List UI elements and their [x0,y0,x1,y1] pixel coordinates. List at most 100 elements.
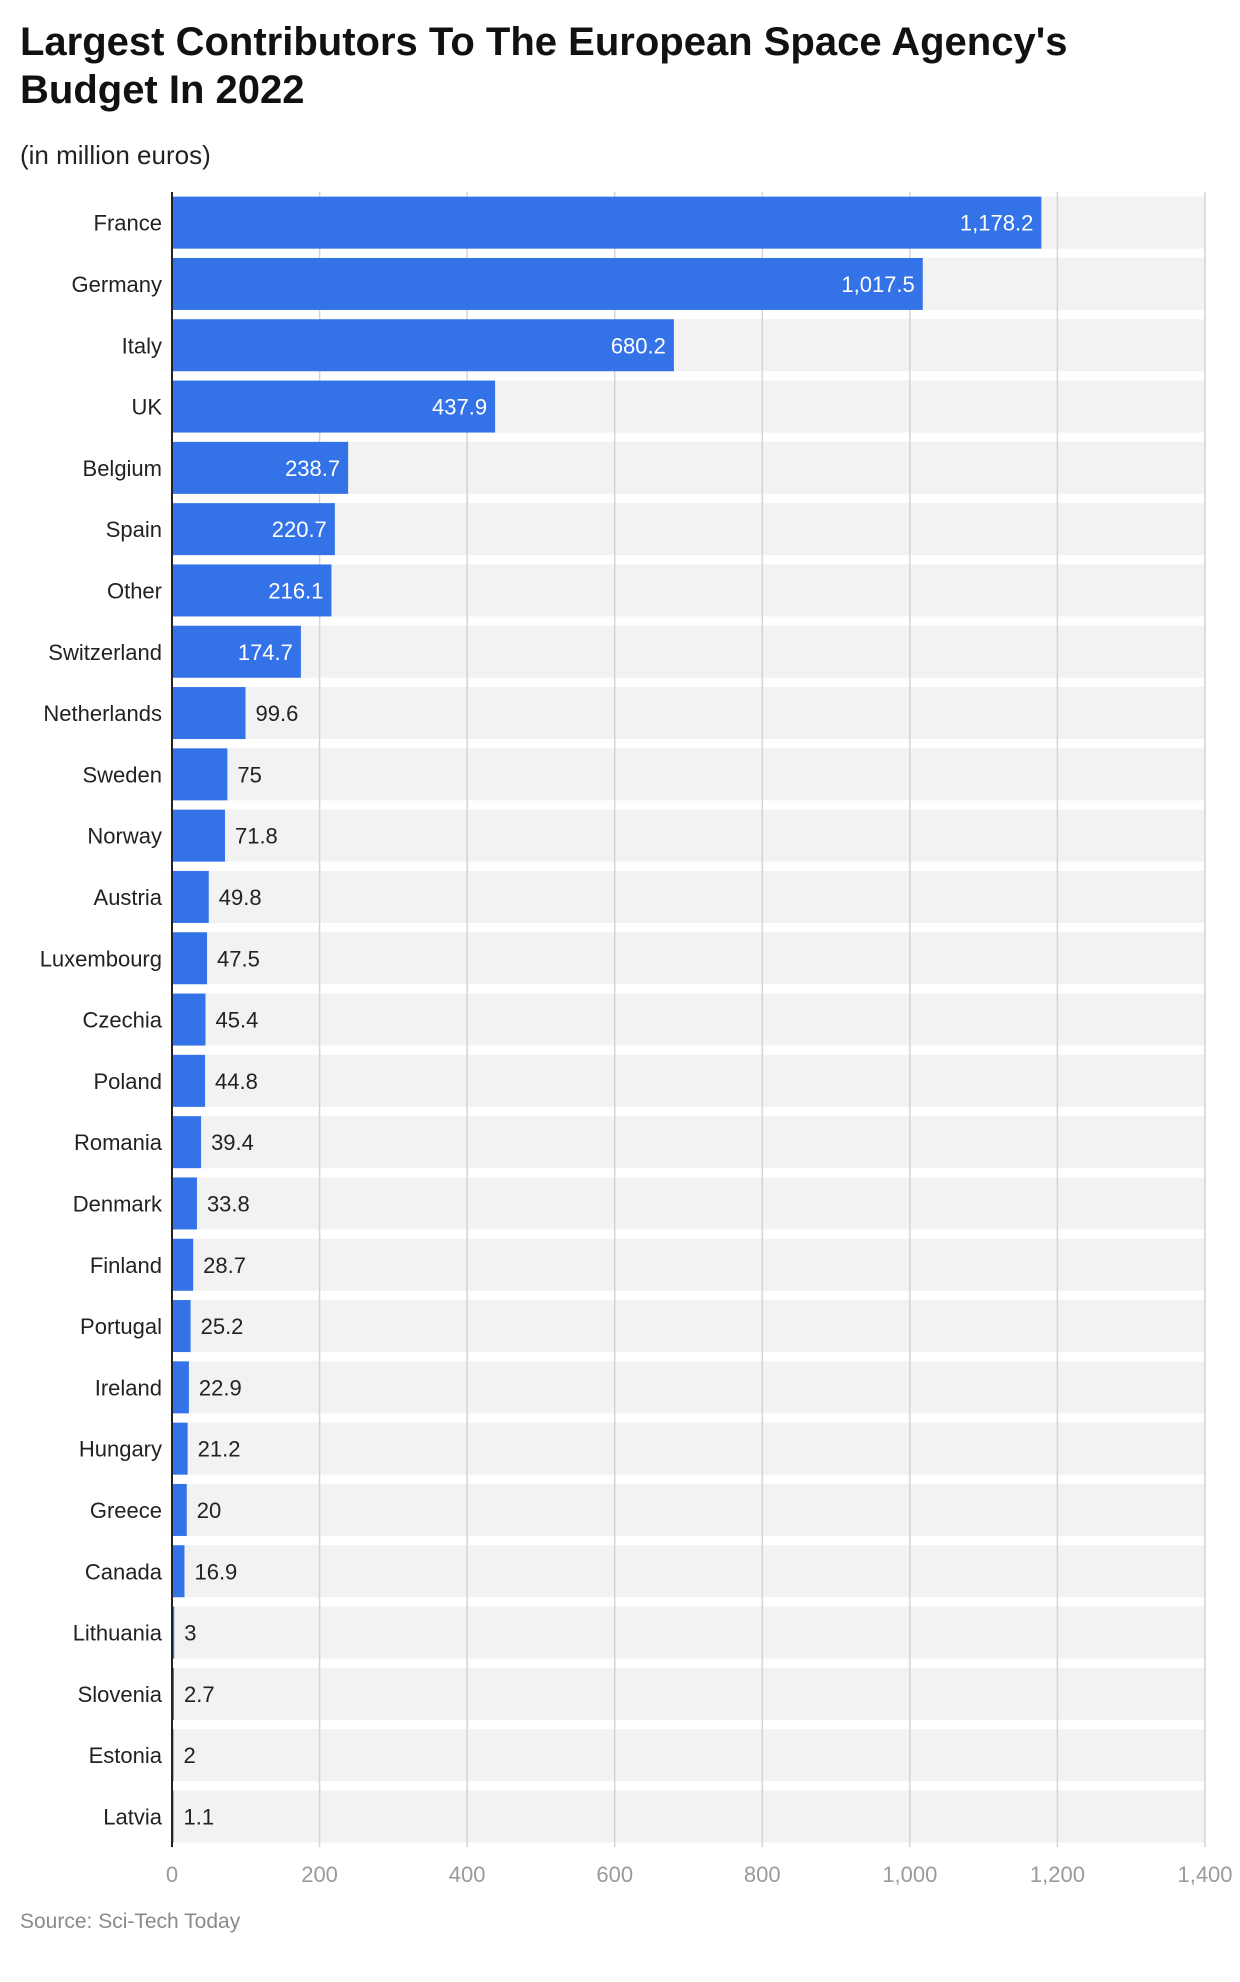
value-label: 216.1 [268,578,323,603]
value-label: 220.7 [272,517,327,542]
row-background [172,687,1205,740]
value-label: 2 [184,1743,196,1768]
category-label: Czechia [83,1008,163,1033]
bar [172,564,332,617]
x-tick-label: 1,200 [1030,1862,1085,1887]
row-background [172,1422,1205,1475]
row-background [172,625,1205,678]
category-label: Spain [106,517,162,542]
value-label: 22.9 [199,1375,242,1400]
row-background [172,993,1205,1046]
category-labels: France Germany Italy UK Belgium Spain Other Swi… [40,211,163,1830]
category-label: Germany [72,272,162,297]
category-label: Hungary [79,1437,162,1462]
value-label: 1,017.5 [841,272,914,297]
x-tick-label: 0 [166,1862,178,1887]
x-tick-label: 800 [744,1862,781,1887]
x-tick-label: 1,400 [1177,1862,1232,1887]
row-background [172,1116,1205,1169]
row-background [172,932,1205,985]
row-background [172,503,1205,556]
row-background [172,1667,1205,1720]
bar [172,1483,187,1536]
value-label: 71.8 [235,824,278,849]
bar [172,1606,175,1659]
source-note: Source: Sci-Tech Today [20,1910,241,1933]
row-background [172,564,1205,617]
value-label: 174.7 [238,640,293,665]
chart-title: Largest Contributors To The European Spa… [20,20,1068,112]
value-label: 25.2 [201,1314,244,1339]
row-background [172,870,1205,923]
bar [172,257,923,310]
bar [172,1238,194,1291]
category-label: Lithuania [73,1621,163,1646]
row-background [172,1545,1205,1598]
bar [172,809,225,862]
category-label: Canada [85,1559,163,1584]
category-label: Sweden [82,762,162,787]
category-label: Greece [90,1498,162,1523]
row-background [172,809,1205,862]
value-label: 2.7 [184,1682,215,1707]
value-label: 16.9 [194,1559,237,1584]
category-label: Belgium [83,456,162,481]
category-label: Italy [122,333,162,358]
bar [172,380,496,433]
category-label: Norway [87,824,162,849]
bar [172,1177,197,1230]
row-background [172,1790,1205,1843]
value-label: 680.2 [611,333,666,358]
x-tick-label: 1,000 [882,1862,937,1887]
bar [172,870,209,923]
value-label: 44.8 [215,1069,258,1094]
bar [172,1361,189,1414]
row-background [172,1054,1205,1107]
category-label: Denmark [73,1191,163,1216]
category-label: France [94,211,162,236]
category-label: UK [131,395,162,420]
bar [172,1422,188,1475]
category-label: Finland [90,1253,162,1278]
category-label: Ireland [95,1375,162,1400]
value-label: 238.7 [285,456,340,481]
value-label: 437.9 [432,395,487,420]
value-label: 39.4 [211,1130,254,1155]
category-label: Netherlands [43,701,162,726]
chart-subtitle: (in million euros) [20,140,211,170]
row-background [172,1300,1205,1353]
gridlines [318,192,1206,1848]
bar [172,1116,202,1169]
bar [172,1054,206,1107]
value-label: 28.7 [203,1253,246,1278]
row-background [172,1606,1205,1659]
value-label: 3 [184,1621,196,1646]
bar [172,748,228,801]
x-tick-label: 600 [596,1862,633,1887]
bar [172,441,349,494]
bar [172,1545,185,1598]
category-label: Latvia [103,1804,162,1829]
value-label: 49.8 [219,885,262,910]
value-label: 75 [237,762,261,787]
bar [172,1300,191,1353]
value-label: 45.4 [215,1008,258,1033]
value-label: 21.2 [198,1437,241,1462]
category-label: Romania [74,1130,163,1155]
row-background [172,1361,1205,1414]
row-background [172,1238,1205,1291]
row-background [172,1483,1205,1536]
x-axis-ticks: 0 200 400 600 800 1,000 1,200 1,400 [166,1862,1233,1887]
value-label: 47.5 [217,946,260,971]
value-label: 99.6 [255,701,298,726]
bar [172,932,208,985]
bar [172,625,301,678]
row-background [172,748,1205,801]
value-labels: 1,178.2 1,017.5 680.2 437.9 238.7 220.7 216.1 1… [184,211,1034,1830]
bar [172,319,674,372]
value-label: 1,178.2 [960,211,1033,236]
x-tick-label: 400 [449,1862,486,1887]
category-label: Slovenia [78,1682,163,1707]
bar [172,993,206,1046]
